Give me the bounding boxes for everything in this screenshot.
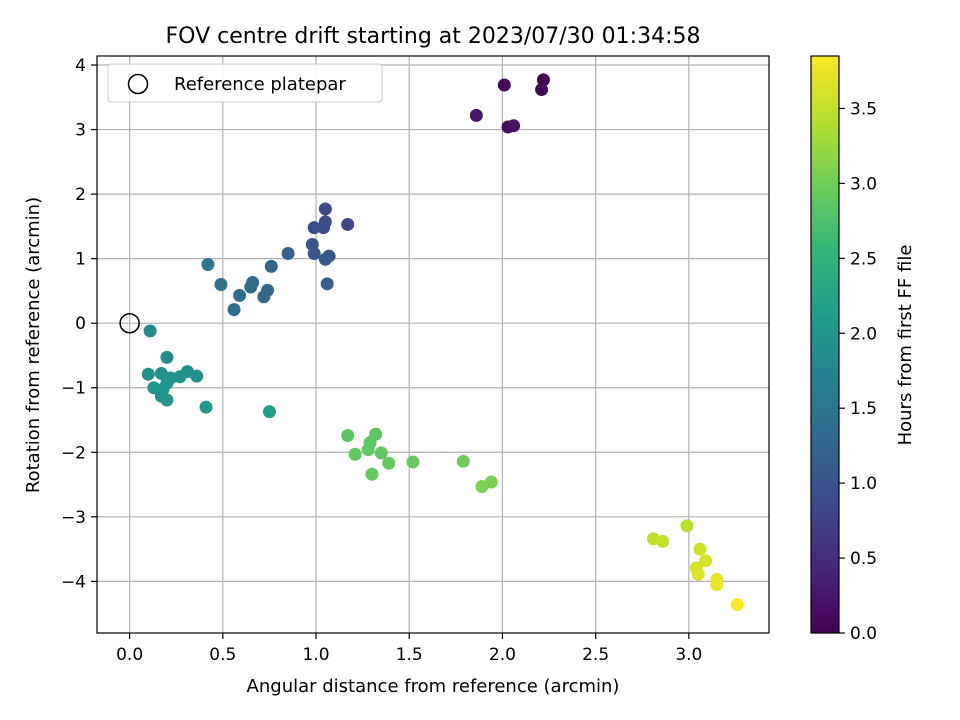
data-point <box>262 405 276 419</box>
plot-frame <box>96 55 770 634</box>
data-point <box>160 393 174 407</box>
y-tick-label: 0 <box>75 314 86 334</box>
data-point <box>691 567 705 581</box>
reference-point-marker <box>119 312 140 334</box>
data-point <box>507 119 521 133</box>
colorbar-frame <box>810 55 840 634</box>
colorbar-tick-label: 3.5 <box>850 99 877 119</box>
x-tick-label: 3.0 <box>675 645 702 665</box>
data-point <box>143 324 157 338</box>
y-axis-ticks: −4 −3 −2 −1 0 1 2 3 4 <box>61 56 97 592</box>
grid-lines <box>97 56 769 633</box>
reference-layer <box>119 312 140 334</box>
data-point <box>160 350 174 364</box>
legend-box <box>107 63 383 103</box>
data-point <box>374 446 388 460</box>
data-point <box>281 246 295 260</box>
chart-title: FOV centre drift starting at 2023/07/30 … <box>166 24 701 49</box>
data-point <box>348 447 362 461</box>
colorbar-tick-label: 3.0 <box>850 174 877 194</box>
data-point <box>361 443 375 457</box>
data-point <box>227 303 241 317</box>
colorbar-tick-label: 0.5 <box>850 549 877 569</box>
data-point <box>141 367 155 381</box>
colorbar-ticks: 0.0 0.5 1.0 1.5 2.0 2.5 3.0 3.5 <box>839 99 877 644</box>
data-point <box>341 217 355 231</box>
y-tick-label: 3 <box>75 121 86 141</box>
y-tick-label: −4 <box>61 572 86 592</box>
data-point <box>264 259 278 273</box>
colorbar: 0.0 0.5 1.0 1.5 2.0 2.5 3.0 3.5 Hours from firs… <box>810 55 916 644</box>
data-point <box>406 455 420 469</box>
data-point <box>307 246 321 260</box>
data-point <box>475 479 489 493</box>
data-points <box>141 73 744 612</box>
data-point <box>316 221 330 235</box>
data-point <box>199 400 213 414</box>
data-point <box>535 83 549 97</box>
data-point <box>456 454 470 468</box>
x-tick-label: 0.5 <box>209 645 236 665</box>
data-point <box>190 369 204 383</box>
data-point <box>233 288 247 302</box>
data-point <box>318 252 332 266</box>
colorbar-tick-label: 2.0 <box>850 324 877 344</box>
x-axis-label: Angular distance from reference (arcmin) <box>247 676 620 697</box>
data-point <box>536 73 550 87</box>
y-tick-label: 4 <box>75 56 86 76</box>
data-point <box>214 277 228 291</box>
plot-area <box>97 56 769 633</box>
x-tick-label: 2.0 <box>489 645 516 665</box>
data-point <box>710 578 724 592</box>
colorbar-gradient <box>811 56 839 633</box>
data-point <box>201 257 215 271</box>
x-tick-label: 0.0 <box>116 645 143 665</box>
colorbar-tick-label: 0.0 <box>850 624 877 644</box>
data-point <box>497 78 511 92</box>
x-tick-label: 1.0 <box>303 645 330 665</box>
data-point <box>693 542 707 556</box>
colorbar-tick-label: 2.5 <box>850 249 877 269</box>
y-tick-label: 1 <box>75 250 86 270</box>
data-point <box>365 467 379 481</box>
data-point <box>730 598 744 612</box>
data-point <box>257 290 271 304</box>
y-axis-label: Rotation from reference (arcmin) <box>23 197 44 493</box>
data-point <box>656 534 670 548</box>
y-tick-label: −2 <box>61 443 86 463</box>
data-point <box>307 221 321 235</box>
legend-marker-reference <box>127 73 149 95</box>
x-tick-label: 2.5 <box>582 645 609 665</box>
data-point <box>680 519 694 533</box>
data-point <box>318 202 332 216</box>
data-point <box>244 280 258 294</box>
colorbar-label: Hours from first FF file <box>895 245 916 446</box>
data-point <box>320 277 334 291</box>
colorbar-tick-label: 1.5 <box>850 399 877 419</box>
data-point <box>469 108 483 122</box>
data-point <box>382 456 396 470</box>
x-axis-ticks: 0.0 0.5 1.0 1.5 2.0 2.5 3.0 <box>116 633 702 665</box>
legend: Reference platepar <box>107 63 383 103</box>
y-tick-label: 2 <box>75 185 86 205</box>
colorbar-tick-label: 1.0 <box>850 474 877 494</box>
legend-label-reference: Reference platepar <box>174 74 346 95</box>
y-tick-label: −3 <box>61 508 86 528</box>
data-point <box>341 429 355 443</box>
data-point <box>699 554 713 568</box>
x-tick-label: 1.5 <box>396 645 423 665</box>
y-tick-label: −1 <box>61 379 86 399</box>
